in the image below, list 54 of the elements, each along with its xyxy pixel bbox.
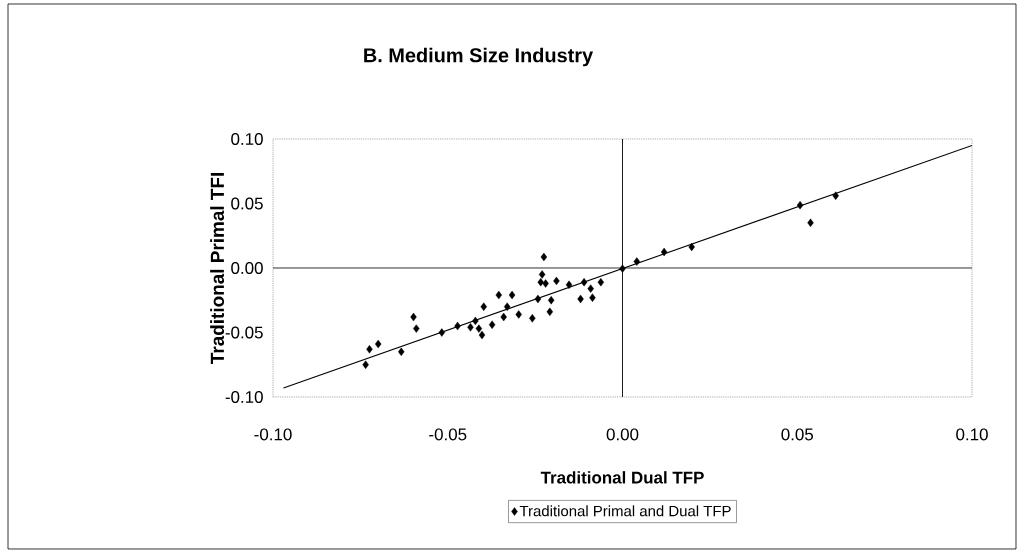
point: [534, 294, 542, 304]
point: [495, 290, 502, 300]
point: [529, 314, 536, 323]
point: [796, 200, 804, 210]
point: [597, 277, 605, 287]
chart-title: B. Medium Size Industry: [364, 47, 594, 67]
point: [538, 270, 546, 279]
point: [832, 191, 839, 200]
point: [488, 320, 496, 329]
x-tick-label: -0.05: [429, 428, 467, 441]
point: [472, 316, 479, 326]
x-tick-label: 0.10: [956, 428, 988, 441]
point: [478, 330, 486, 340]
point: [366, 345, 373, 354]
legend-label: Traditional Primal and Dual TFP: [519, 505, 731, 517]
point: [500, 312, 507, 322]
point: [577, 294, 584, 304]
x-tick-label: -0.10: [254, 428, 292, 441]
point: [375, 339, 382, 349]
point: [587, 284, 594, 293]
point: [633, 257, 641, 266]
point: [589, 293, 596, 302]
point: [660, 247, 668, 257]
y-tick-label: -0.05: [225, 326, 263, 339]
x-tick-label: 0.00: [606, 428, 639, 441]
point: [508, 290, 516, 300]
point: [565, 280, 573, 289]
point: [688, 242, 695, 252]
y-tick-label: 0.00: [231, 261, 263, 274]
point: [413, 324, 420, 333]
point: [580, 277, 588, 287]
y-tick-label: -0.10: [225, 390, 263, 403]
point: [438, 328, 446, 337]
point: [546, 307, 554, 317]
point: [503, 302, 511, 311]
point: [398, 347, 405, 357]
point: [480, 302, 487, 311]
point: [542, 279, 549, 288]
y-tick-label: 0.05: [231, 197, 263, 210]
point: [540, 252, 548, 262]
point: [548, 296, 555, 305]
point: [362, 360, 369, 369]
x-axis-title: Traditional Dual TFP: [540, 471, 704, 484]
point: [807, 218, 814, 228]
x-tick-label: 0.05: [781, 428, 814, 441]
y-tick-label: 0.10: [231, 132, 263, 145]
point: [454, 321, 461, 331]
point: [410, 312, 417, 322]
point: [467, 323, 474, 332]
point: [475, 324, 483, 333]
y-axis-title: Traditional Primal TFI: [210, 173, 225, 365]
point: [619, 264, 626, 273]
point: [515, 310, 522, 319]
point: [553, 276, 560, 286]
